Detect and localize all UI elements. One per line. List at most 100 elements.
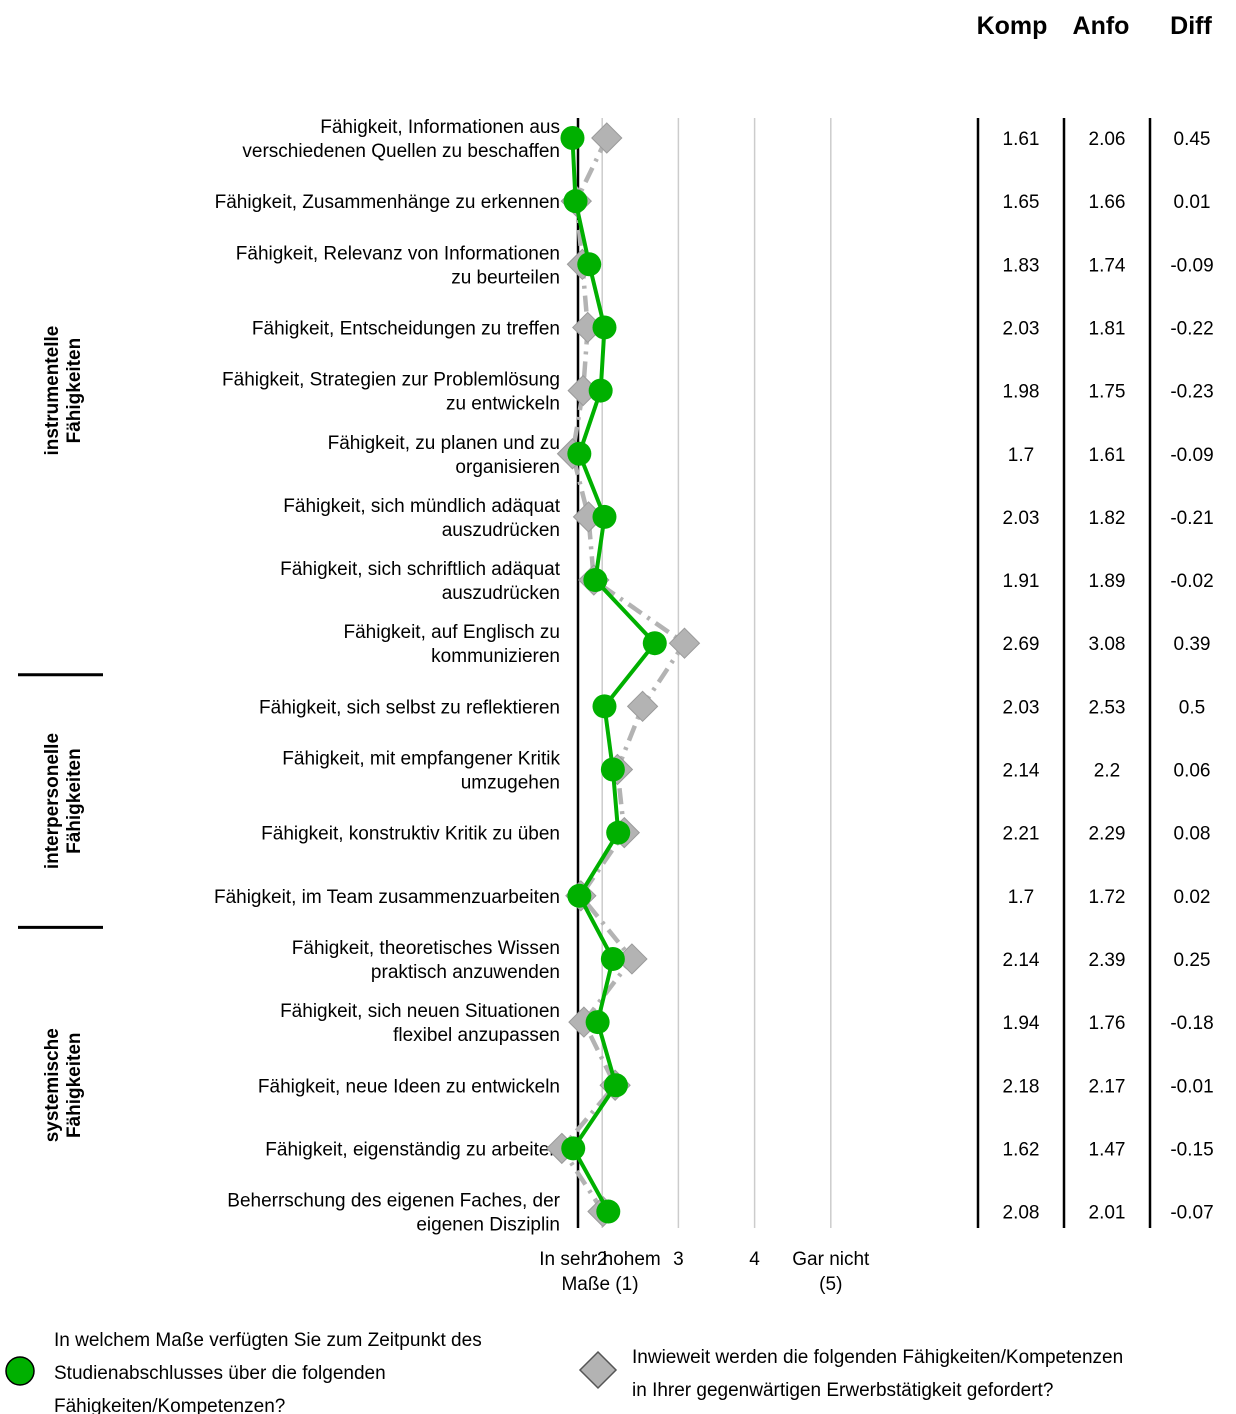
- legend: In welchem Maße verfügten Sie zum Zeitpu…: [5, 1330, 1123, 1414]
- row-label: Fähigkeit, konstruktiv Kritik zu üben: [261, 824, 560, 845]
- diff-value: -0.23: [1170, 382, 1213, 403]
- row-label-line: Fähigkeit, konstruktiv Kritik zu üben: [261, 824, 560, 845]
- header-diff: Diff: [1170, 12, 1212, 40]
- row-label-line: Fähigkeit, Relevanz von Informationen: [236, 243, 560, 264]
- row-label: Fähigkeit, neue Ideen zu entwickeln: [258, 1076, 560, 1097]
- diff-value: 0.06: [1174, 761, 1211, 782]
- anfo-value: 1.72: [1089, 887, 1126, 908]
- komp-value: 2.18: [1003, 1076, 1040, 1097]
- legend-komp-line: In welchem Maße verfügten Sie zum Zeitpu…: [54, 1330, 482, 1351]
- komp-series: [560, 126, 667, 1224]
- anfo-value: 1.82: [1089, 508, 1126, 529]
- row-label: Fähigkeit, mit empfangener Kritik umzugeh…: [282, 749, 560, 794]
- komp-value: 2.03: [1003, 318, 1040, 339]
- komp-value: 1.62: [1003, 1139, 1040, 1160]
- diff-value: 0.5: [1179, 697, 1205, 718]
- komp-point: [596, 1199, 621, 1224]
- komp-point: [606, 820, 631, 845]
- komp-point: [583, 568, 608, 593]
- komp-value: 1.7: [1008, 445, 1034, 466]
- komp-value: 1.65: [1003, 192, 1040, 213]
- komp-value: 2.14: [1003, 761, 1040, 782]
- grid-lines: [601, 118, 832, 1228]
- komp-value: 1.61: [1003, 129, 1040, 150]
- row-label-line: Fähigkeit, theoretisches Wissen: [292, 938, 560, 959]
- row-label-line: Fähigkeit, neue Ideen zu entwickeln: [258, 1076, 560, 1097]
- row-label-line: flexibel anzupassen: [393, 1025, 560, 1046]
- row-label: Fähigkeit, Strategien zur Problemlösung z…: [222, 370, 560, 415]
- komp-value: 2.21: [1003, 824, 1040, 845]
- diff-value: -0.09: [1170, 255, 1213, 276]
- komp-value: 2.08: [1003, 1203, 1040, 1224]
- anfo-value: 2.01: [1089, 1203, 1126, 1224]
- diff-value: -0.09: [1170, 445, 1213, 466]
- row-label-line: Fähigkeit, mit empfangener Kritik: [282, 749, 560, 770]
- row-label-line: Fähigkeit, sich mündlich adäquat: [283, 496, 560, 517]
- group-labels: instrumentelleFähigkeiteninterpersonelle…: [18, 326, 103, 1142]
- anfo-value: 1.47: [1089, 1139, 1126, 1160]
- anfo-value: 1.61: [1089, 445, 1126, 466]
- anfo-value: 2.39: [1089, 950, 1126, 971]
- row-label-line: kommunizieren: [431, 646, 560, 667]
- diff-value: -0.01: [1170, 1076, 1213, 1097]
- legend-komp-marker: [5, 1356, 35, 1386]
- row-label-line: Fähigkeit, Informationen aus: [320, 117, 560, 138]
- komp-point: [563, 189, 588, 214]
- group-label: systemischeFähigkeiten: [42, 1028, 85, 1142]
- komp-point: [585, 1010, 610, 1035]
- anfo-point: [668, 627, 701, 659]
- komp-value: 2.03: [1003, 508, 1040, 529]
- komp-point: [567, 441, 592, 466]
- row-label-line: Beherrschung des eigenen Faches, der: [227, 1191, 560, 1212]
- group-label-line: Fähigkeiten: [64, 338, 85, 444]
- anfo-value: 3.08: [1089, 634, 1126, 655]
- column-headers: Komp Anfo Diff: [977, 12, 1213, 40]
- row-label-line: Fähigkeit, eigenständig zu arbeiten: [265, 1139, 560, 1160]
- anfo-value: 1.89: [1089, 571, 1126, 592]
- row-label: Fähigkeit, Informationen aus verschiedene…: [242, 117, 560, 162]
- row-label: Fähigkeit, eigenständig zu arbeiten: [265, 1139, 560, 1160]
- komp-point: [592, 504, 617, 529]
- row-label-line: Fähigkeit, zu planen und zu: [328, 433, 560, 454]
- x-tick-label-line: Maße (1): [561, 1274, 638, 1295]
- row-label: Fähigkeit, sich schriftlich adäquat auszu…: [280, 559, 561, 604]
- row-label-line: Fähigkeit, sich schriftlich adäquat: [280, 559, 561, 580]
- anfo-series: [546, 122, 701, 1228]
- row-label: Beherrschung des eigenen Faches, der eige…: [227, 1191, 560, 1236]
- komp-value: 1.98: [1003, 382, 1040, 403]
- diff-value: 0.01: [1174, 192, 1211, 213]
- anfo-value: 1.76: [1089, 1013, 1126, 1034]
- row-label-line: Fähigkeit, sich neuen Situationen: [280, 1001, 560, 1022]
- legend-anfo-marker: [578, 1350, 618, 1390]
- komp-point: [600, 757, 625, 782]
- diff-value: -0.22: [1170, 318, 1213, 339]
- axis-lines: [576, 118, 1152, 1228]
- legend-anfo-line: in Ihrer gegenwärtigen Erwerbstätigkeit …: [632, 1380, 1053, 1401]
- row-label: Fähigkeit, auf Englisch zu kommunizieren: [343, 622, 560, 667]
- komp-value: 1.7: [1008, 887, 1034, 908]
- komp-point: [600, 946, 625, 971]
- komp-point: [588, 378, 613, 403]
- group-label-line: interpersonelle: [42, 733, 63, 869]
- diff-value: -0.07: [1170, 1203, 1213, 1224]
- anfo-point: [591, 122, 623, 154]
- diff-value: 0.02: [1174, 887, 1211, 908]
- diff-value: 0.39: [1174, 634, 1211, 655]
- row-label-line: umzugehen: [461, 773, 560, 794]
- header-anfo: Anfo: [1073, 12, 1130, 40]
- komp-value: 1.94: [1003, 1013, 1040, 1034]
- x-tick-label: 2: [597, 1249, 608, 1270]
- row-label-line: Fähigkeit, Strategien zur Problemlösung: [222, 370, 560, 391]
- diff-value: 0.08: [1174, 824, 1211, 845]
- legend-anfo-text: Inwieweit werden die folgenden Fähigkeit…: [632, 1347, 1123, 1401]
- diff-value: -0.18: [1170, 1013, 1213, 1034]
- komp-value: 1.91: [1003, 571, 1040, 592]
- row-label-line: Fähigkeit, im Team zusammenzuarbeiten: [214, 887, 560, 908]
- anfo-value: 1.75: [1089, 382, 1126, 403]
- x-tick-label: In sehr hohem Maße (1): [539, 1249, 660, 1295]
- anfo-value: 2.53: [1089, 697, 1126, 718]
- row-label-line: auszudrücken: [442, 520, 560, 541]
- header-komp: Komp: [977, 12, 1048, 40]
- komp-point: [642, 631, 667, 656]
- x-tick-label-line: In sehr hohem: [539, 1249, 660, 1270]
